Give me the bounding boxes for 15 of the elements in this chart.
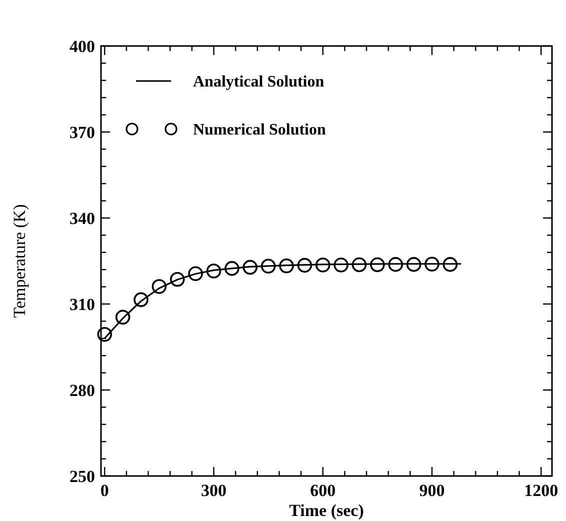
- y-axis-title: Temperature (K): [10, 204, 29, 318]
- y-tick-label: 370: [70, 122, 95, 142]
- legend-label: Numerical Solution: [193, 122, 326, 139]
- x-tick-label: 300: [201, 481, 226, 500]
- x-tick-label: 900: [419, 481, 445, 500]
- x-tick-label: 600: [310, 481, 336, 500]
- y-tick-label: 400: [70, 36, 95, 56]
- x-axis-title: Time (sec): [289, 501, 364, 520]
- y-tick-label: 310: [70, 294, 95, 314]
- y-tick-label: 250: [70, 466, 95, 486]
- x-tick-label: 1200: [524, 481, 558, 500]
- y-tick-label: 280: [70, 380, 95, 400]
- y-tick-label: 340: [70, 208, 95, 228]
- x-tick-label: 0: [100, 481, 109, 500]
- legend-label: Analytical Solution: [193, 74, 324, 91]
